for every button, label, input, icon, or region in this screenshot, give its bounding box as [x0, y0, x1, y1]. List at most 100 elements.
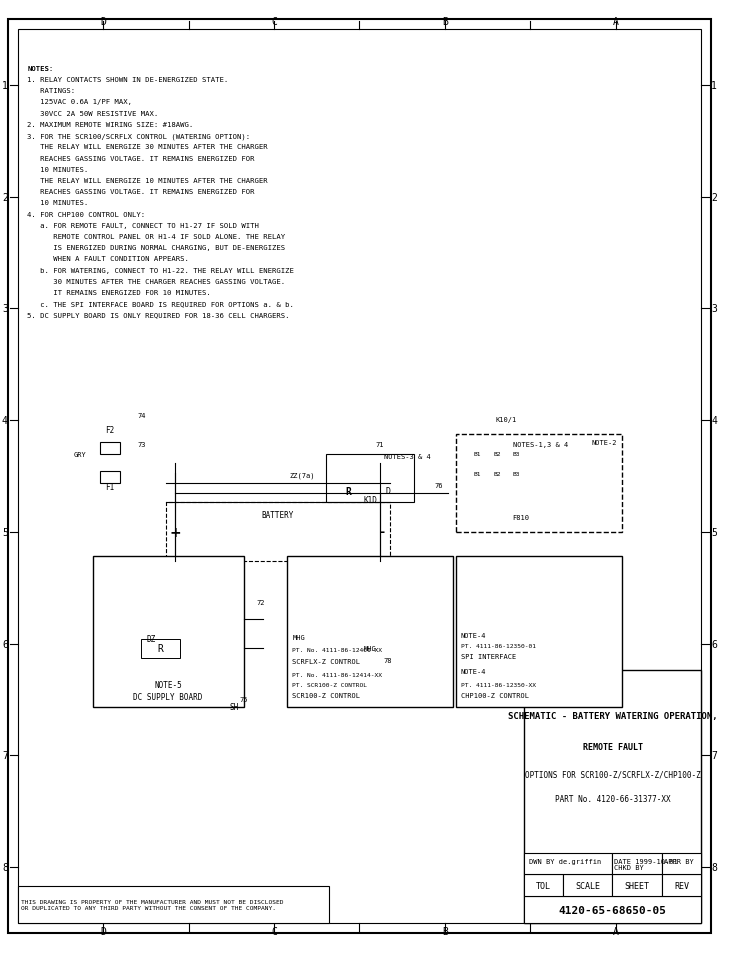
Text: c. THE SPI INTERFACE BOARD IS REQUIRED FOR OPTIONS a. & b.: c. THE SPI INTERFACE BOARD IS REQUIRED F… [27, 301, 294, 307]
Text: C: C [271, 17, 277, 27]
Text: IS ENERGIZED DURING NORMAL CHARGING, BUT DE-ENERGIZES: IS ENERGIZED DURING NORMAL CHARGING, BUT… [27, 245, 286, 251]
Bar [663, 853, 701, 875]
Text: IT REMAINS ENERGIZED FOR 10 MINUTES.: IT REMAINS ENERGIZED FOR 10 MINUTES. [27, 290, 211, 295]
Text: DZ: DZ [146, 635, 156, 643]
Text: 1. RELAY CONTACTS SHOWN IN DE-ENERGIZED STATE.: 1. RELAY CONTACTS SHOWN IN DE-ENERGIZED … [27, 77, 229, 83]
Text: ZZ(7a): ZZ(7a) [289, 473, 314, 478]
Text: PT. 4111-86-12350-XX: PT. 4111-86-12350-XX [461, 681, 536, 687]
Text: 5: 5 [711, 527, 717, 537]
Text: SCHEMATIC - BATTERY WATERING OPERATION,: SCHEMATIC - BATTERY WATERING OPERATION, [508, 711, 717, 720]
Text: REACHES GASSING VOLTAGE. IT REMAINS ENERGIZED FOR: REACHES GASSING VOLTAGE. IT REMAINS ENER… [27, 189, 255, 195]
Text: R: R [158, 644, 164, 654]
Text: 78: 78 [384, 658, 392, 663]
Text: 72: 72 [257, 599, 266, 605]
Text: B3: B3 [513, 452, 520, 456]
Text: SCRFLX-Z CONTROL: SCRFLX-Z CONTROL [292, 659, 360, 664]
Text: REMOTE FAULT: REMOTE FAULT [583, 742, 643, 752]
Text: MHG: MHG [364, 646, 376, 652]
Text: CHKD BY: CHKD BY [614, 863, 644, 870]
Text: 5. DC SUPPLY BOARD IS ONLY REQUIRED FOR 18-36 CELL CHARGERS.: 5. DC SUPPLY BOARD IS ONLY REQUIRED FOR … [27, 312, 290, 318]
Text: DC SUPPLY BOARD: DC SUPPLY BOARD [134, 693, 203, 701]
Text: 71: 71 [376, 441, 384, 447]
Text: OPTIONS FOR SCR100-Z/SCRFLX-Z/CHP100-Z: OPTIONS FOR SCR100-Z/SCRFLX-Z/CHP100-Z [525, 770, 700, 779]
Bar [100, 472, 120, 483]
Text: DATE 1999-10-01: DATE 1999-10-01 [614, 858, 677, 864]
Text: MHG: MHG [292, 634, 305, 640]
Text: THIS DRAWING IS PROPERTY OF THE MANUFACTURER AND MUST NOT BE DISCLOSED
OR DUPLIC: THIS DRAWING IS PROPERTY OF THE MANUFACT… [21, 900, 284, 910]
Text: b. FOR WATERING, CONNECT TO H1-22. THE RELAY WILL ENERGIZE: b. FOR WATERING, CONNECT TO H1-22. THE R… [27, 267, 294, 274]
Text: 125VAC 0.6A 1/PF MAX,: 125VAC 0.6A 1/PF MAX, [27, 99, 132, 106]
Text: 4: 4 [2, 416, 8, 426]
Text: NOTE-4: NOTE-4 [461, 668, 486, 674]
Text: -: - [379, 525, 384, 538]
Text: A: A [613, 17, 619, 27]
Text: R: R [346, 486, 352, 497]
Bar [524, 875, 563, 896]
Text: 6: 6 [711, 639, 717, 649]
Text: 10 MINUTES.: 10 MINUTES. [27, 167, 89, 172]
Text: B2: B2 [493, 452, 500, 456]
Text: 30 MINUTES AFTER THE CHARGER REACHES GASSING VOLTAGE.: 30 MINUTES AFTER THE CHARGER REACHES GAS… [27, 278, 286, 284]
Text: D: D [100, 926, 106, 936]
Bar [165, 503, 390, 561]
Text: 7: 7 [2, 751, 8, 760]
Text: TOL: TOL [536, 881, 551, 890]
Text: SPI INTERFACE: SPI INTERFACE [461, 654, 516, 659]
Text: B3: B3 [513, 471, 520, 476]
Text: F1: F1 [106, 483, 114, 492]
Text: PT. No. 4111-86-12401-XX: PT. No. 4111-86-12401-XX [292, 648, 382, 653]
Text: D: D [100, 17, 106, 27]
Text: REMOTE CONTROL PANEL OR H1-4 IF SOLD ALONE. THE RELAY: REMOTE CONTROL PANEL OR H1-4 IF SOLD ALO… [27, 233, 286, 240]
Text: APPR BY: APPR BY [664, 858, 694, 864]
Text: PT. No. 4111-86-12414-XX: PT. No. 4111-86-12414-XX [292, 672, 382, 677]
Text: NOTE-5: NOTE-5 [154, 679, 182, 689]
Text: PT. SCR100-Z CONTROL: PT. SCR100-Z CONTROL [292, 681, 368, 687]
Text: D: D [385, 487, 390, 496]
Text: +: + [170, 525, 181, 539]
Text: 4120-65-68650-05: 4120-65-68650-05 [559, 904, 666, 915]
Text: B1: B1 [474, 471, 481, 476]
Text: 3: 3 [711, 304, 717, 314]
Text: 7: 7 [711, 751, 717, 760]
Text: 8: 8 [711, 862, 717, 872]
Text: REACHES GASSING VOLTAGE. IT REMAINS ENERGIZED FOR: REACHES GASSING VOLTAGE. IT REMAINS ENER… [27, 155, 255, 161]
Text: 5: 5 [2, 527, 8, 537]
Bar [524, 896, 701, 923]
Text: NOTE-2: NOTE-2 [591, 439, 617, 445]
Text: 75: 75 [239, 697, 248, 702]
Text: 4. FOR CHP100 CONTROL ONLY:: 4. FOR CHP100 CONTROL ONLY: [27, 212, 145, 217]
Text: SHEET: SHEET [624, 881, 649, 890]
Text: B: B [442, 17, 448, 27]
Bar [612, 853, 663, 875]
Bar [456, 557, 621, 707]
Text: NOTE-4: NOTE-4 [461, 632, 486, 639]
Text: K10/1: K10/1 [496, 417, 517, 423]
Text: 2. MAXIMUM REMOTE WIRING SIZE: #18AWG.: 2. MAXIMUM REMOTE WIRING SIZE: #18AWG. [27, 122, 193, 128]
Text: NOTES:: NOTES: [27, 66, 54, 71]
Text: THE RELAY WILL ENERGIZE 30 MINUTES AFTER THE CHARGER: THE RELAY WILL ENERGIZE 30 MINUTES AFTER… [27, 144, 268, 151]
Text: DWN BY de.griffin: DWN BY de.griffin [529, 858, 601, 864]
Text: GRY: GRY [74, 451, 86, 457]
Text: B1: B1 [474, 452, 481, 456]
Bar [287, 557, 453, 707]
Text: 4: 4 [711, 416, 717, 426]
Text: NOTES-1,3 & 4: NOTES-1,3 & 4 [513, 441, 568, 447]
Text: 30VCC 2A 50W RESISTIVE MAX.: 30VCC 2A 50W RESISTIVE MAX. [27, 111, 159, 116]
Text: THE RELAY WILL ENERGIZE 10 MINUTES AFTER THE CHARGER: THE RELAY WILL ENERGIZE 10 MINUTES AFTER… [27, 177, 268, 184]
Bar [663, 875, 701, 896]
Bar [326, 455, 414, 503]
Text: WHEN A FAULT CONDITION APPEARS.: WHEN A FAULT CONDITION APPEARS. [27, 256, 189, 262]
Text: 76: 76 [434, 482, 443, 488]
Text: PART No. 4120-66-31377-XX: PART No. 4120-66-31377-XX [555, 794, 671, 802]
Text: CHP100-Z CONTROL: CHP100-Z CONTROL [461, 693, 529, 699]
Text: BATTERY: BATTERY [261, 511, 294, 519]
Text: 6: 6 [2, 639, 8, 649]
Text: 73: 73 [137, 441, 145, 447]
Text: 1: 1 [711, 81, 717, 91]
Bar [612, 875, 663, 896]
Text: a. FOR REMOTE FAULT, CONNECT TO H1-27 IF SOLD WITH: a. FOR REMOTE FAULT, CONNECT TO H1-27 IF… [27, 222, 259, 229]
Text: SCR100-Z CONTROL: SCR100-Z CONTROL [292, 693, 360, 699]
Text: A: A [613, 926, 619, 936]
Text: F810: F810 [513, 515, 530, 520]
Text: 2: 2 [2, 193, 8, 202]
